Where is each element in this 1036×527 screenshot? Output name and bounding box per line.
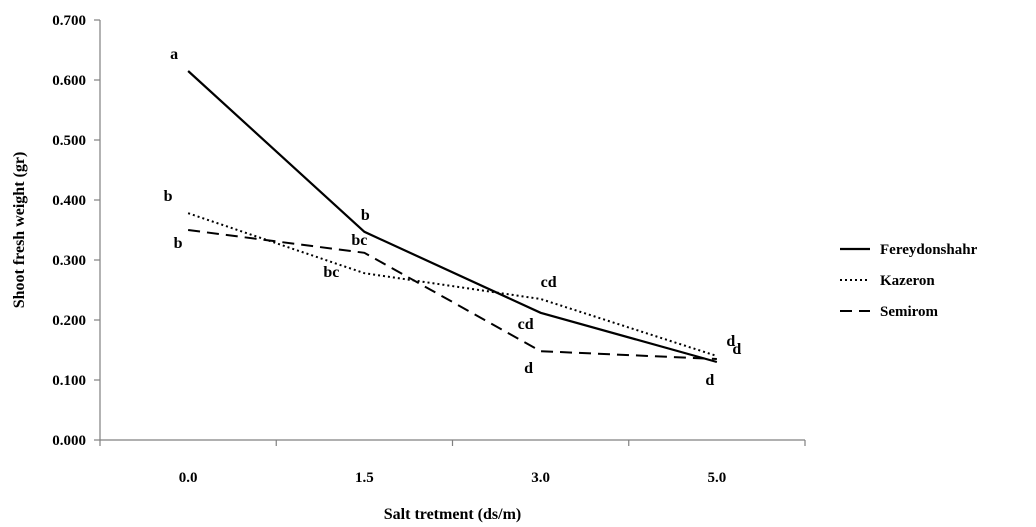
legend-label-kazeron: Kazeron [880, 273, 935, 289]
x-axis-title: Salt tretment (ds/m) [384, 506, 521, 523]
significance-letter: d [705, 372, 714, 389]
x-tick-label: 3.0 [531, 470, 550, 486]
significance-letter: d [524, 360, 533, 377]
series-line-kazeron [187, 212, 718, 357]
significance-letter: cd [518, 316, 534, 333]
series-line-semirom [187, 229, 717, 360]
significance-letter: b [361, 207, 370, 224]
y-tick-label: 0.700 [52, 13, 86, 29]
legend-label-semirom: Semirom [880, 304, 939, 320]
y-tick-label: 0.200 [52, 313, 86, 329]
y-tick-label: 0.000 [52, 433, 86, 449]
significance-letter: cd [541, 274, 557, 291]
significance-letter: d [726, 333, 735, 350]
series-line-fereydonshahr [187, 70, 718, 364]
series-lines [187, 70, 718, 364]
y-tick-label: 0.400 [52, 193, 86, 209]
x-tick-label: 0.0 [179, 470, 198, 486]
legend: Fereydonshahr Kazeron Semirom [840, 242, 978, 320]
significance-letter: b [164, 188, 173, 205]
significance-letter: d [732, 341, 741, 358]
y-tick-label: 0.100 [52, 373, 86, 389]
axes [99, 20, 805, 441]
x-tick-label: 1.5 [355, 470, 374, 486]
y-ticks: 0.000 0.100 0.200 0.300 0.400 0.500 0.600 0.700 [52, 13, 100, 449]
y-axis-title: Shoot fresh weight (gr) [11, 152, 28, 309]
y-tick-label: 0.600 [52, 73, 86, 89]
y-tick-label: 0.500 [52, 133, 86, 149]
x-ticks: 0.0 1.5 3.0 5.0 [99, 440, 806, 486]
y-tick-label: 0.300 [52, 253, 86, 269]
x-tick-label: 5.0 [708, 470, 727, 486]
legend-label-fereydonshahr: Fereydonshahr [880, 242, 978, 258]
significance-letter: a [170, 46, 178, 63]
significance-letter: bc [323, 264, 339, 281]
significance-letter: bc [351, 232, 367, 249]
significance-letter: b [174, 235, 183, 252]
